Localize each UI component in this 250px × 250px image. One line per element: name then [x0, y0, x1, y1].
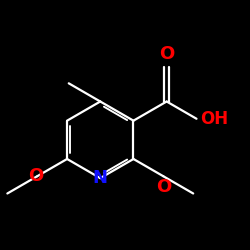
Text: N: N — [93, 169, 108, 187]
Text: O: O — [159, 44, 174, 62]
Text: O: O — [156, 178, 171, 196]
Text: OH: OH — [200, 110, 228, 128]
Text: O: O — [28, 167, 44, 185]
